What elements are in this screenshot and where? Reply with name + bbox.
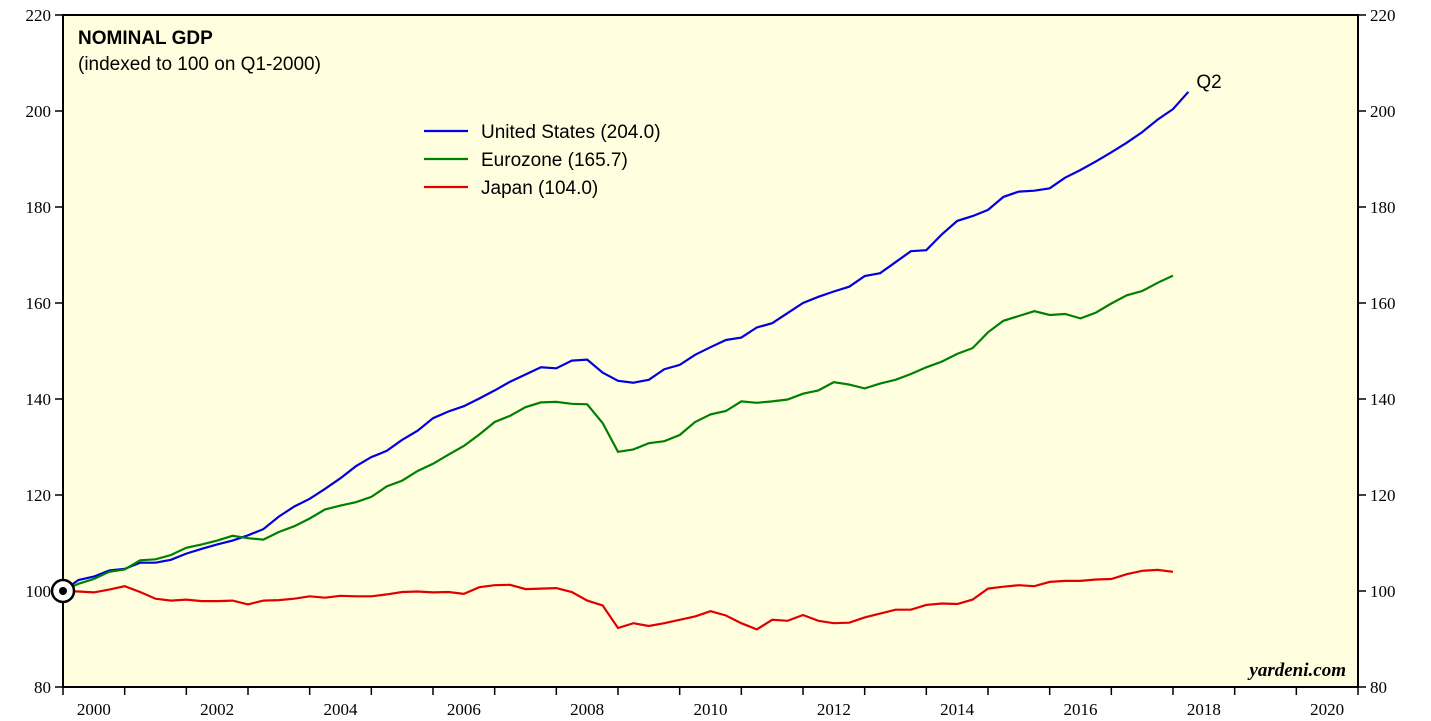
base-marker-inner — [59, 587, 67, 595]
y-tick-label: 200 — [26, 102, 52, 121]
y-tick-label: 140 — [26, 390, 52, 409]
source: yardeni.com — [1247, 660, 1346, 681]
x-tick-label: 2020 — [1310, 700, 1344, 719]
legend-label: Japan (104.0) — [481, 178, 598, 199]
y-tick-label: 120 — [26, 486, 52, 505]
x-tick-label: 2018 — [1187, 700, 1221, 719]
series-line — [62, 91, 1190, 592]
y2-tick-label: 140 — [1370, 390, 1396, 409]
y2-tick-label: 200 — [1370, 102, 1396, 121]
x-tick-label: 2006 — [447, 700, 481, 719]
y-tick-label: 100 — [26, 582, 52, 601]
legend-label: United States (204.0) — [481, 122, 661, 143]
x-tick-label: 2014 — [940, 700, 975, 719]
y2-tick-label: 220 — [1370, 6, 1396, 25]
y2-tick-label: 160 — [1370, 294, 1396, 313]
chart-title: NOMINAL GDP — [78, 28, 213, 49]
y2-tick-label: 120 — [1370, 486, 1396, 505]
series-line — [62, 274, 1174, 592]
plot-background — [63, 15, 1358, 687]
series-line — [62, 568, 1174, 631]
annotation: Q2 — [1196, 72, 1221, 93]
x-tick-label: 2016 — [1064, 700, 1098, 719]
y2-tick-label: 100 — [1370, 582, 1396, 601]
y-tick-label: 160 — [26, 294, 52, 313]
y-tick-label: 80 — [34, 678, 51, 697]
x-tick-label: 2008 — [570, 700, 604, 719]
x-tick-label: 2010 — [694, 700, 728, 719]
x-tick-label: 2012 — [817, 700, 851, 719]
x-tick-label: 2000 — [77, 700, 111, 719]
y-tick-label: 220 — [26, 6, 52, 25]
y2-tick-label: 180 — [1370, 198, 1396, 217]
chart-subtitle: (indexed to 100 on Q1-2000) — [78, 54, 321, 75]
x-tick-label: 2004 — [324, 700, 359, 719]
y-tick-label: 180 — [26, 198, 52, 217]
plot-frame — [62, 14, 1359, 688]
legend-label: Eurozone (165.7) — [481, 150, 628, 171]
x-tick-label: 2002 — [200, 700, 234, 719]
y2-tick-label: 80 — [1370, 678, 1387, 697]
